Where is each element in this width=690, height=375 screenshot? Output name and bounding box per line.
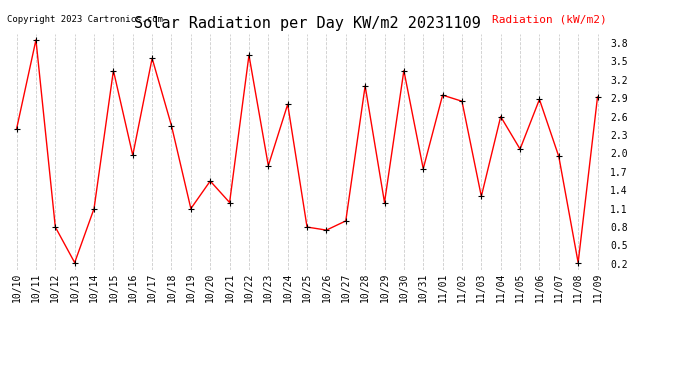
Text: Copyright 2023 Cartronics.com: Copyright 2023 Cartronics.com bbox=[7, 15, 163, 24]
Title: Solar Radiation per Day KW/m2 20231109: Solar Radiation per Day KW/m2 20231109 bbox=[134, 16, 480, 31]
Text: Radiation (kW/m2): Radiation (kW/m2) bbox=[493, 15, 607, 25]
